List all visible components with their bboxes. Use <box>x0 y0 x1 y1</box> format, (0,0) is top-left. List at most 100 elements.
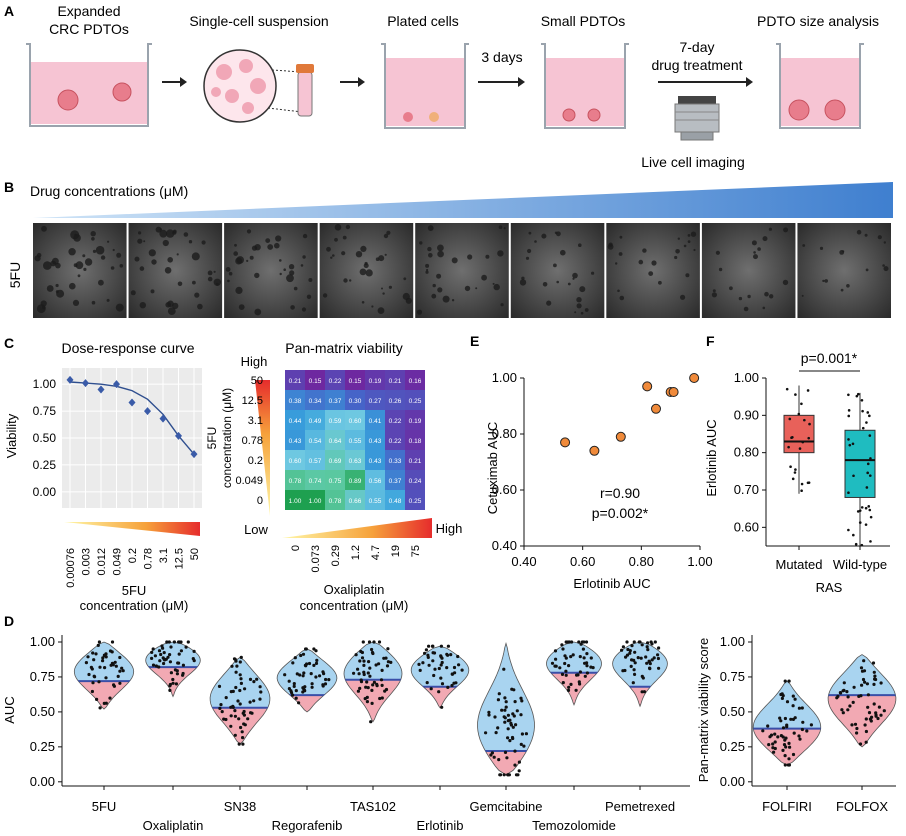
data-point <box>171 677 175 682</box>
data-point <box>116 674 120 679</box>
y-tick-label: 0 <box>257 495 263 507</box>
x-tick-label: Wild-type <box>833 557 887 572</box>
data-point <box>783 679 787 683</box>
data-point <box>869 457 872 460</box>
data-point <box>92 658 96 662</box>
organoid-spot <box>677 237 680 240</box>
x-tick-label: 19 <box>390 545 402 557</box>
data-point <box>492 755 496 759</box>
organoid-spot <box>753 251 756 254</box>
organoid-spot <box>865 268 869 272</box>
organoid-spot <box>155 226 162 233</box>
data-point <box>628 651 632 655</box>
data-point <box>101 659 105 663</box>
organoid-spot <box>442 295 450 303</box>
data-point <box>640 643 644 647</box>
data-point <box>781 726 786 730</box>
x-tick-label: 0.78 <box>143 548 155 569</box>
microscopy-image <box>224 223 318 318</box>
data-point <box>508 739 512 743</box>
organoid-spot <box>254 272 260 279</box>
well-outline <box>776 43 864 129</box>
data-point <box>192 659 196 663</box>
cell <box>225 89 239 103</box>
data-point <box>427 644 431 648</box>
data-point <box>171 681 175 685</box>
data-point <box>102 701 106 706</box>
data-point <box>114 664 118 668</box>
data-point <box>872 682 876 687</box>
data-point <box>168 660 172 664</box>
organoid-spot <box>553 263 557 268</box>
y-tick-label: 0.25 <box>30 739 55 754</box>
organoid-spot <box>500 303 504 307</box>
data-point <box>858 509 862 512</box>
data-point <box>237 742 241 746</box>
heatmap-cell <box>325 450 345 470</box>
dose-ylabel: Viability <box>4 413 19 458</box>
data-point <box>252 699 256 703</box>
data-point <box>304 647 308 651</box>
data-point <box>503 696 507 700</box>
organoid-spot <box>658 280 662 285</box>
organoid-spot <box>116 252 122 258</box>
organoid-spot <box>403 277 407 281</box>
data-point <box>504 700 508 704</box>
organoid <box>587 108 601 122</box>
step-small-pdtos-label: Small PDTOs <box>541 13 626 29</box>
panel-e-letter: E <box>470 333 479 349</box>
data-point <box>384 656 388 660</box>
organoid-spot <box>619 295 625 301</box>
data-point <box>631 681 635 685</box>
data-point <box>858 521 862 524</box>
organoid-spot <box>693 248 696 252</box>
data-point <box>243 723 247 727</box>
data-point <box>380 696 384 700</box>
organoid-spot <box>685 273 690 278</box>
organoid-spot <box>687 234 691 237</box>
data-point <box>553 664 557 668</box>
organoid-spot <box>534 240 537 243</box>
heatmap-cell-value: 0.44 <box>289 418 302 425</box>
organoid-spot <box>428 253 433 258</box>
organoid-spot <box>306 294 312 299</box>
organoid-spot <box>148 249 156 257</box>
organoid-spot <box>503 227 506 230</box>
cell <box>242 102 254 114</box>
organoid-spot <box>138 231 142 235</box>
organoid-spot <box>711 292 718 298</box>
data-point <box>233 709 237 713</box>
heatmap-cell-value: 0.48 <box>389 498 402 505</box>
organoid-spot <box>485 254 490 259</box>
data-point <box>848 704 852 708</box>
heatmap-cell <box>325 410 345 430</box>
data-point <box>369 720 373 724</box>
data-point <box>450 683 454 688</box>
data-point <box>307 661 312 666</box>
violin-outline <box>546 641 602 706</box>
data-point <box>574 688 578 692</box>
organoid-spot <box>527 248 532 254</box>
data-point <box>566 640 570 644</box>
data-point <box>445 666 449 670</box>
organoid-spot <box>618 252 623 256</box>
data-point <box>423 651 427 655</box>
organoid-spot <box>82 254 86 258</box>
organoid-spot <box>166 229 175 238</box>
organoid-spot <box>302 233 308 239</box>
y-tick-label: 0.25 <box>33 458 57 472</box>
data-point <box>517 769 521 773</box>
microscopy-image <box>415 223 509 318</box>
data-point <box>163 658 167 662</box>
data-point <box>522 744 526 748</box>
organoid-spot <box>436 273 442 279</box>
data-point <box>870 715 874 719</box>
heatmap-cell <box>365 410 385 430</box>
organoid-spot <box>100 255 106 260</box>
organoid-spot <box>427 225 434 232</box>
data-point <box>852 533 855 537</box>
heatmap-cell <box>285 430 305 450</box>
matrix-low-label: Low <box>244 522 268 537</box>
data-point <box>860 398 864 402</box>
organoid-spot <box>519 279 527 286</box>
